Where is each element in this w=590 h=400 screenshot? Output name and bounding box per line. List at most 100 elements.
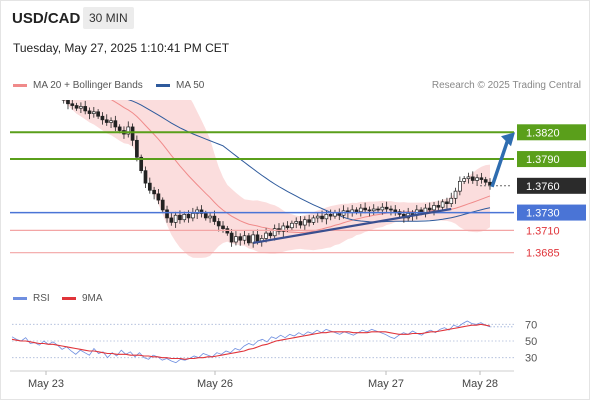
candle-down bbox=[186, 214, 191, 219]
rsi-tick-70: 70 bbox=[525, 319, 537, 331]
candle-down bbox=[470, 176, 475, 181]
candle-down bbox=[87, 110, 92, 114]
symbol-title: USD/CAD bbox=[12, 10, 81, 27]
x-tick-label: May 28 bbox=[462, 378, 498, 390]
candle-down bbox=[143, 170, 148, 184]
candle-up bbox=[432, 205, 436, 211]
candle-down bbox=[229, 232, 234, 243]
candle-up bbox=[358, 207, 363, 213]
candle-up bbox=[466, 176, 471, 180]
candle-up bbox=[195, 209, 200, 214]
forecast-arrow-shaft bbox=[490, 138, 510, 188]
candle-up bbox=[440, 201, 445, 208]
candle-down bbox=[83, 106, 88, 112]
candle-down bbox=[384, 206, 389, 210]
candle-down bbox=[307, 219, 311, 223]
candle-down bbox=[483, 179, 488, 183]
candle-down bbox=[393, 209, 398, 213]
candle-up bbox=[23, 72, 26, 73]
candle-up bbox=[126, 126, 131, 135]
candle-down bbox=[199, 209, 204, 214]
candle-up bbox=[191, 213, 195, 219]
candle-down bbox=[11, 65, 14, 68]
level-label-1.3760: 1.3760 bbox=[526, 181, 560, 193]
rsi-label: RSI bbox=[33, 293, 50, 304]
candle-down bbox=[203, 213, 208, 219]
candle-down bbox=[285, 225, 290, 229]
candle-down bbox=[104, 119, 109, 123]
candle-up bbox=[302, 219, 307, 226]
candle-up bbox=[449, 197, 454, 204]
candle-down bbox=[100, 115, 105, 121]
level-badge-1.3820 bbox=[517, 124, 586, 141]
candle-down bbox=[165, 209, 169, 219]
ma50-line bbox=[127, 100, 491, 223]
candle-up bbox=[234, 236, 238, 243]
candle-down bbox=[135, 139, 139, 158]
legend-rsi: RSI bbox=[13, 293, 50, 304]
candle-down bbox=[147, 182, 152, 191]
candle-down bbox=[61, 100, 66, 101]
x-tick-label: May 23 bbox=[28, 378, 64, 390]
header: USD/CAD 30 MIN bbox=[0, 0, 590, 38]
candle-up bbox=[264, 232, 268, 239]
candle-down bbox=[298, 221, 303, 226]
candle-up bbox=[36, 76, 39, 78]
level-label-1.3820: 1.3820 bbox=[526, 127, 560, 139]
candle-down bbox=[427, 207, 432, 211]
x-tick-label: May 27 bbox=[368, 378, 404, 390]
candle-up bbox=[324, 214, 329, 220]
x-tick-label: May 26 bbox=[197, 378, 233, 390]
candle-up bbox=[380, 206, 385, 211]
candle-down bbox=[96, 111, 100, 117]
candle-up bbox=[173, 214, 178, 223]
timestamp: Tuesday, May 27, 2025 1:10:41 PM CET bbox=[13, 41, 230, 55]
rsi-series-9MA bbox=[11, 323, 491, 360]
candle-down bbox=[58, 84, 61, 89]
candle-up bbox=[272, 228, 277, 237]
candle-up bbox=[315, 215, 320, 219]
forecast-arrow-head bbox=[501, 132, 515, 147]
candle-down bbox=[436, 205, 441, 208]
candle-up bbox=[290, 222, 294, 229]
candle-up bbox=[453, 190, 458, 199]
candle-down bbox=[178, 214, 182, 221]
candle-down bbox=[74, 105, 79, 109]
candle-down bbox=[238, 236, 243, 241]
candle-up bbox=[462, 178, 467, 182]
candle-down bbox=[32, 75, 35, 78]
candle-up bbox=[79, 106, 83, 109]
candle-down bbox=[354, 209, 359, 213]
candle-down bbox=[367, 209, 372, 212]
level-label-1.3790: 1.3790 bbox=[526, 154, 560, 166]
candle-up bbox=[109, 120, 113, 123]
candle-down bbox=[139, 156, 144, 171]
candle-down bbox=[212, 215, 217, 222]
rsi-swatch bbox=[13, 296, 27, 300]
candle-down bbox=[15, 68, 18, 70]
candle-up bbox=[371, 208, 376, 212]
candle-down bbox=[156, 193, 161, 201]
rsi-series-RSI bbox=[11, 320, 491, 364]
level-badge-1.3730 bbox=[517, 204, 586, 221]
ma9-label: 9MA bbox=[82, 293, 103, 304]
level-label-1.3685: 1.3685 bbox=[526, 248, 560, 260]
candle-down bbox=[70, 103, 75, 106]
legend-9ma: 9MA bbox=[62, 293, 103, 304]
candle-down bbox=[389, 208, 393, 211]
level-badge-1.3790 bbox=[517, 151, 586, 168]
level-label-1.3710: 1.3710 bbox=[526, 225, 560, 237]
candle-down bbox=[160, 199, 165, 211]
price-plot-area bbox=[11, 65, 492, 258]
timeframe-badge[interactable]: 30 MIN bbox=[83, 7, 134, 29]
candle-down bbox=[152, 189, 156, 195]
ma20-line bbox=[110, 100, 491, 234]
candle-down bbox=[255, 234, 260, 242]
candle-down bbox=[45, 80, 48, 83]
candle-down bbox=[221, 225, 225, 229]
candle-up bbox=[54, 84, 57, 85]
candle-down bbox=[117, 126, 122, 131]
candle-down bbox=[376, 208, 380, 211]
candle-up bbox=[91, 111, 96, 114]
